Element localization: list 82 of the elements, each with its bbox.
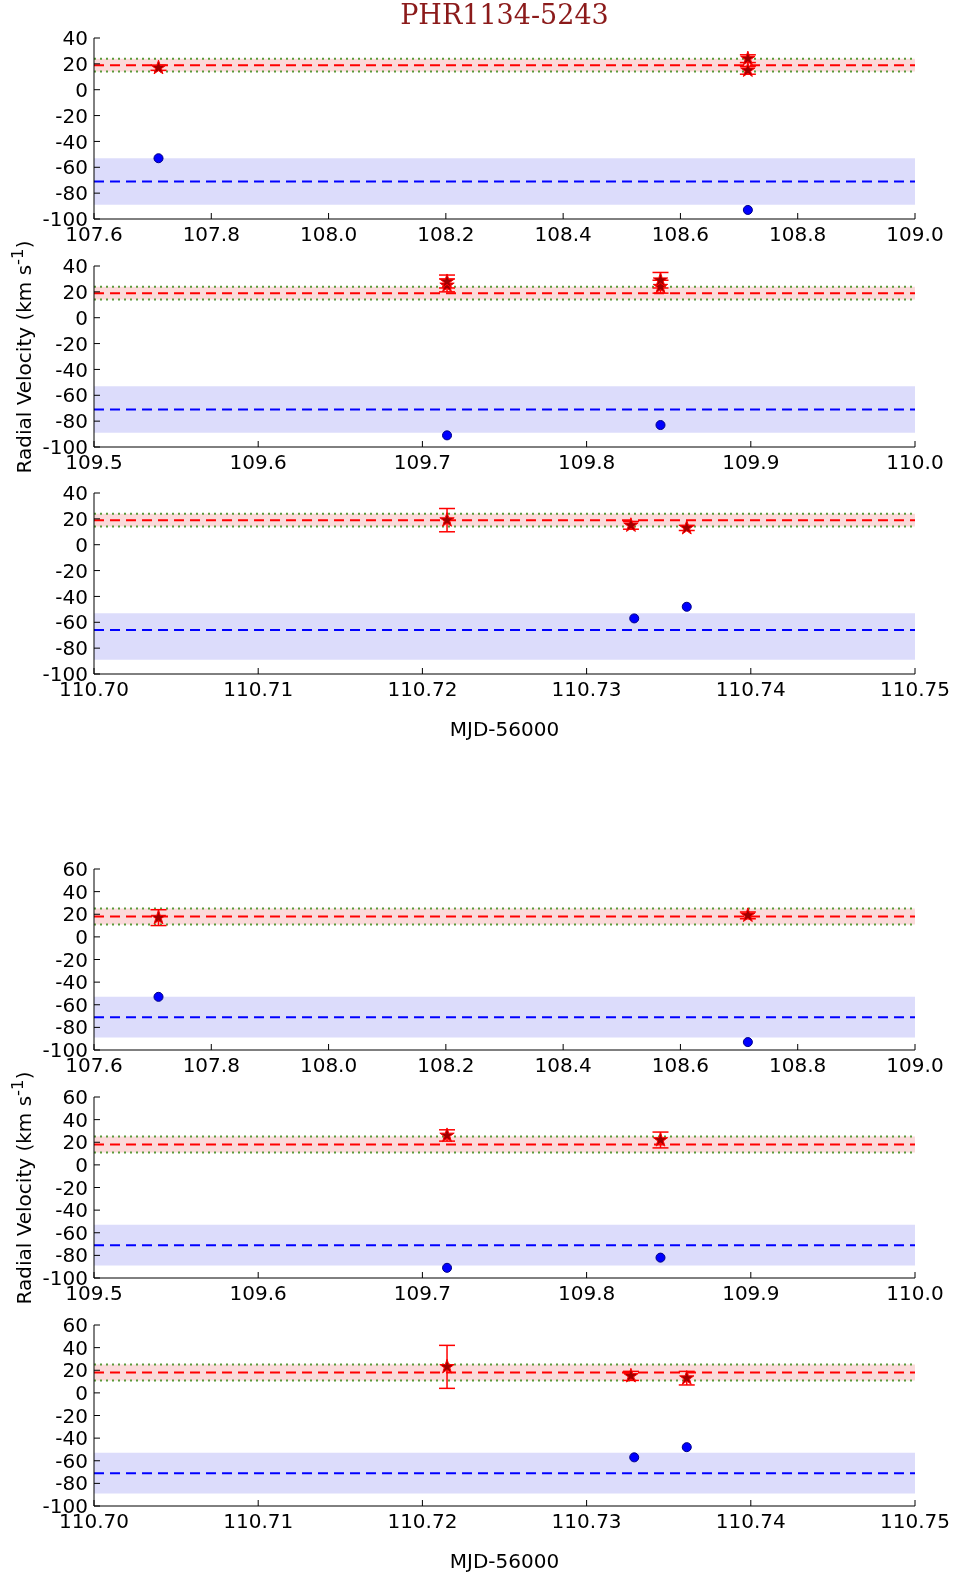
y-tick-label: 0 bbox=[75, 77, 88, 102]
y-tick-label: 20 bbox=[62, 506, 88, 531]
x-tick-label: 109.7 bbox=[393, 1281, 452, 1306]
y-tick-label: -60 bbox=[55, 383, 88, 408]
y-tick-label: -40 bbox=[55, 584, 88, 609]
x-tick-label: 110.74 bbox=[715, 1509, 786, 1534]
x-tick-label: 109.0 bbox=[886, 222, 944, 247]
y-tick-label: 60 bbox=[62, 1085, 88, 1110]
y-tick-label: -60 bbox=[55, 992, 88, 1017]
x-axis-title: MJD-56000 bbox=[449, 1549, 560, 1573]
y-tick-label: -60 bbox=[55, 155, 88, 180]
y-tick-label: 40 bbox=[62, 481, 88, 506]
x-tick-label: 108.2 bbox=[417, 222, 475, 247]
x-tick-label: 109.0 bbox=[886, 1053, 944, 1078]
x-tick-label: 108.2 bbox=[417, 1053, 475, 1078]
x-tick-label: 107.8 bbox=[182, 222, 240, 247]
x-tick-label: 110.72 bbox=[387, 677, 458, 702]
y-tick-label: -40 bbox=[55, 357, 88, 382]
y-tick-label: -20 bbox=[55, 1175, 88, 1200]
y-tick-label: -20 bbox=[55, 558, 88, 583]
x-tick-label: 109.6 bbox=[229, 450, 287, 475]
y-tick-label: -80 bbox=[55, 1243, 88, 1268]
x-tick-label: 108.4 bbox=[534, 1053, 592, 1078]
y-tick-label: 40 bbox=[62, 879, 88, 904]
y-tick-label: 0 bbox=[75, 924, 88, 949]
chart-title: PHR1134-5243 bbox=[399, 0, 610, 30]
x-tick-label: 110.71 bbox=[223, 1509, 294, 1534]
y-tick-label: 40 bbox=[62, 1335, 88, 1360]
x-tick-label: 108.4 bbox=[534, 222, 592, 247]
y-tick-label: -80 bbox=[55, 636, 88, 661]
x-tick-label: 110.0 bbox=[886, 1281, 944, 1306]
x-tick-label: 109.9 bbox=[722, 1281, 780, 1306]
y-tick-label: -40 bbox=[55, 970, 88, 995]
y-tick-label: -20 bbox=[55, 331, 88, 356]
x-tick-label: 109.8 bbox=[557, 450, 616, 475]
x-tick-label: 110.72 bbox=[387, 1509, 458, 1534]
x-tick-label: 110.73 bbox=[551, 1509, 622, 1534]
x-tick-label: 109.9 bbox=[722, 450, 780, 475]
x-tick-label: 108.0 bbox=[299, 1053, 358, 1078]
x-tick-label: 109.7 bbox=[393, 450, 452, 475]
x-tick-label: 107.8 bbox=[182, 1053, 240, 1078]
x-tick-label: 110.74 bbox=[715, 677, 786, 702]
y-tick-label: -80 bbox=[55, 1471, 88, 1496]
y-tick-label: 20 bbox=[62, 279, 88, 304]
y-tick-label: -60 bbox=[55, 610, 88, 635]
y-tick-label: -60 bbox=[55, 1448, 88, 1473]
x-tick-label: 110.0 bbox=[886, 450, 944, 475]
x-axis-title: MJD-56000 bbox=[449, 717, 560, 741]
x-tick-label: 108.0 bbox=[299, 222, 358, 247]
y-tick-label: -60 bbox=[55, 1220, 88, 1245]
y-tick-label: -20 bbox=[55, 1403, 88, 1428]
y-tick-label: -20 bbox=[55, 103, 88, 128]
y-tick-label: 60 bbox=[62, 857, 88, 882]
x-tick-label: 108.6 bbox=[651, 1053, 710, 1078]
y-tick-label: -40 bbox=[55, 1198, 88, 1223]
y-tick-label: 40 bbox=[62, 1107, 88, 1132]
y-tick-label: 40 bbox=[62, 26, 88, 51]
y-tick-label: -80 bbox=[55, 409, 88, 434]
y-tick-label: 40 bbox=[62, 254, 88, 279]
y-tick-label: 20 bbox=[62, 902, 88, 927]
x-tick-label: 110.75 bbox=[880, 677, 950, 702]
x-tick-label: 108.8 bbox=[769, 222, 827, 247]
y-tick-label: -80 bbox=[55, 181, 88, 206]
x-tick-label: 108.6 bbox=[651, 222, 710, 247]
y-tick-label: 0 bbox=[75, 305, 88, 330]
y-tick-label: -80 bbox=[55, 1015, 88, 1040]
x-tick-label: 110.75 bbox=[880, 1509, 950, 1534]
y-tick-label: -40 bbox=[55, 129, 88, 154]
y-tick-label: 20 bbox=[62, 1130, 88, 1155]
y-tick-label: 20 bbox=[62, 1358, 88, 1383]
x-tick-label: 109.6 bbox=[229, 1281, 287, 1306]
y-tick-label: 60 bbox=[62, 1313, 88, 1338]
x-tick-label: 108.8 bbox=[769, 1053, 827, 1078]
y-tick-label: 0 bbox=[75, 1152, 88, 1177]
y-tick-label: 0 bbox=[75, 532, 88, 557]
y-tick-label: 20 bbox=[62, 51, 88, 76]
y-tick-label: -20 bbox=[55, 947, 88, 972]
y-tick-label: 0 bbox=[75, 1380, 88, 1405]
x-tick-label: 109.8 bbox=[557, 1281, 616, 1306]
x-tick-label: 110.73 bbox=[551, 677, 622, 702]
y-tick-label: -40 bbox=[55, 1426, 88, 1451]
x-tick-label: 110.71 bbox=[223, 677, 294, 702]
